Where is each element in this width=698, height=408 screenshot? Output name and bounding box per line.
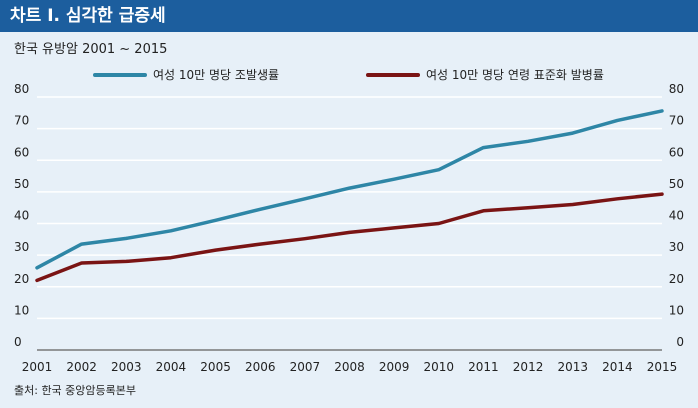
x-tick-label: 2001 [22,360,53,374]
y-tick-label-left: 0 [14,335,22,349]
x-tick-label: 2009 [379,360,410,374]
source-note: 출처: 한국 중앙암등록본부 [14,384,137,397]
y-tick-label-left: 70 [14,114,29,128]
x-axis: 2001 2002 2003 2004 2005 2006 2007 2008 2009 2010… [22,349,678,374]
x-tick-label: 2004 [156,360,187,374]
chart-header: 차트 I. 심각한 급증세 [0,0,698,32]
y-tick-label-right: 60 [669,145,684,159]
y-tick-label-right: 50 [669,177,684,191]
y-axis-right: 0 10 20 30 40 50 60 70 80 [669,82,684,349]
y-tick-label-right: 20 [669,272,684,286]
x-tick-label: 2008 [334,360,365,374]
x-tick-label: 2014 [602,360,633,374]
legend-label-2: 여성 10만 명당 연령 표준화 발병률 [426,68,604,82]
legend: 여성 10만 명당 조발생률 여성 10만 명당 연령 표준화 발병률 [93,68,604,82]
series-lines [35,109,664,283]
x-tick-label: 2011 [468,360,499,374]
y-tick-label-left: 50 [14,177,29,191]
series-line-1 [35,109,664,270]
x-tick-label: 2006 [245,360,276,374]
x-tick-label: 2002 [66,360,97,374]
y-tick-label-left: 40 [14,209,29,223]
y-axis-left: 0 10 20 30 40 50 60 70 80 [14,82,29,349]
y-tick-label-right: 70 [669,114,684,128]
x-tick-label: 2007 [290,360,321,374]
x-tick-label: 2003 [111,360,142,374]
x-tick-label: 2010 [424,360,455,374]
x-tick-label: 2012 [513,360,544,374]
y-tick-label-left: 30 [14,240,29,254]
x-tick-label: 2015 [647,360,678,374]
y-tick-label-right: 40 [669,209,684,223]
grid-lines [37,96,662,351]
y-tick-label-left: 20 [14,272,29,286]
x-tick-label: 2005 [200,360,231,374]
y-tick-label-left: 10 [14,303,29,317]
legend-label-1: 여성 10만 명당 조발생률 [153,68,279,82]
y-tick-label-right: 0 [676,335,684,349]
series-line-2 [35,192,664,283]
chart-subtitle: 한국 유방암 2001 ~ 2015 [14,42,168,57]
y-tick-label-right: 10 [669,303,684,317]
y-tick-label-right: 80 [669,82,684,96]
y-tick-label-right: 30 [669,240,684,254]
x-tick-label: 2013 [557,360,588,374]
y-tick-label-left: 60 [14,145,29,159]
y-tick-label-left: 80 [14,82,29,96]
